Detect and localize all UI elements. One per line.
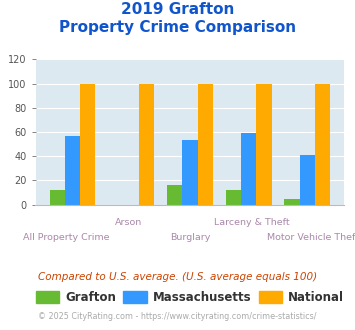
Text: 2019 Grafton: 2019 Grafton: [121, 2, 234, 16]
Bar: [284, 199, 300, 205]
Bar: [256, 83, 272, 205]
Text: Property Crime Comparison: Property Crime Comparison: [59, 20, 296, 35]
Text: Motor Vehicle Theft: Motor Vehicle Theft: [267, 233, 355, 242]
Bar: [198, 83, 213, 205]
Bar: [300, 155, 315, 205]
Bar: [139, 83, 154, 205]
Text: © 2025 CityRating.com - https://www.cityrating.com/crime-statistics/: © 2025 CityRating.com - https://www.city…: [38, 312, 317, 321]
Bar: [241, 133, 256, 205]
Bar: [50, 190, 65, 205]
Text: Arson: Arson: [115, 218, 142, 227]
Bar: [167, 185, 182, 205]
Text: All Property Crime: All Property Crime: [23, 233, 110, 242]
Bar: [315, 83, 330, 205]
Legend: Grafton, Massachusetts, National: Grafton, Massachusetts, National: [31, 286, 349, 309]
Bar: [226, 190, 241, 205]
Bar: [182, 141, 198, 205]
Text: Burglary: Burglary: [170, 233, 210, 242]
Bar: [80, 83, 95, 205]
Bar: [65, 136, 80, 205]
Text: Larceny & Theft: Larceny & Theft: [214, 218, 290, 227]
Text: Compared to U.S. average. (U.S. average equals 100): Compared to U.S. average. (U.S. average …: [38, 272, 317, 282]
